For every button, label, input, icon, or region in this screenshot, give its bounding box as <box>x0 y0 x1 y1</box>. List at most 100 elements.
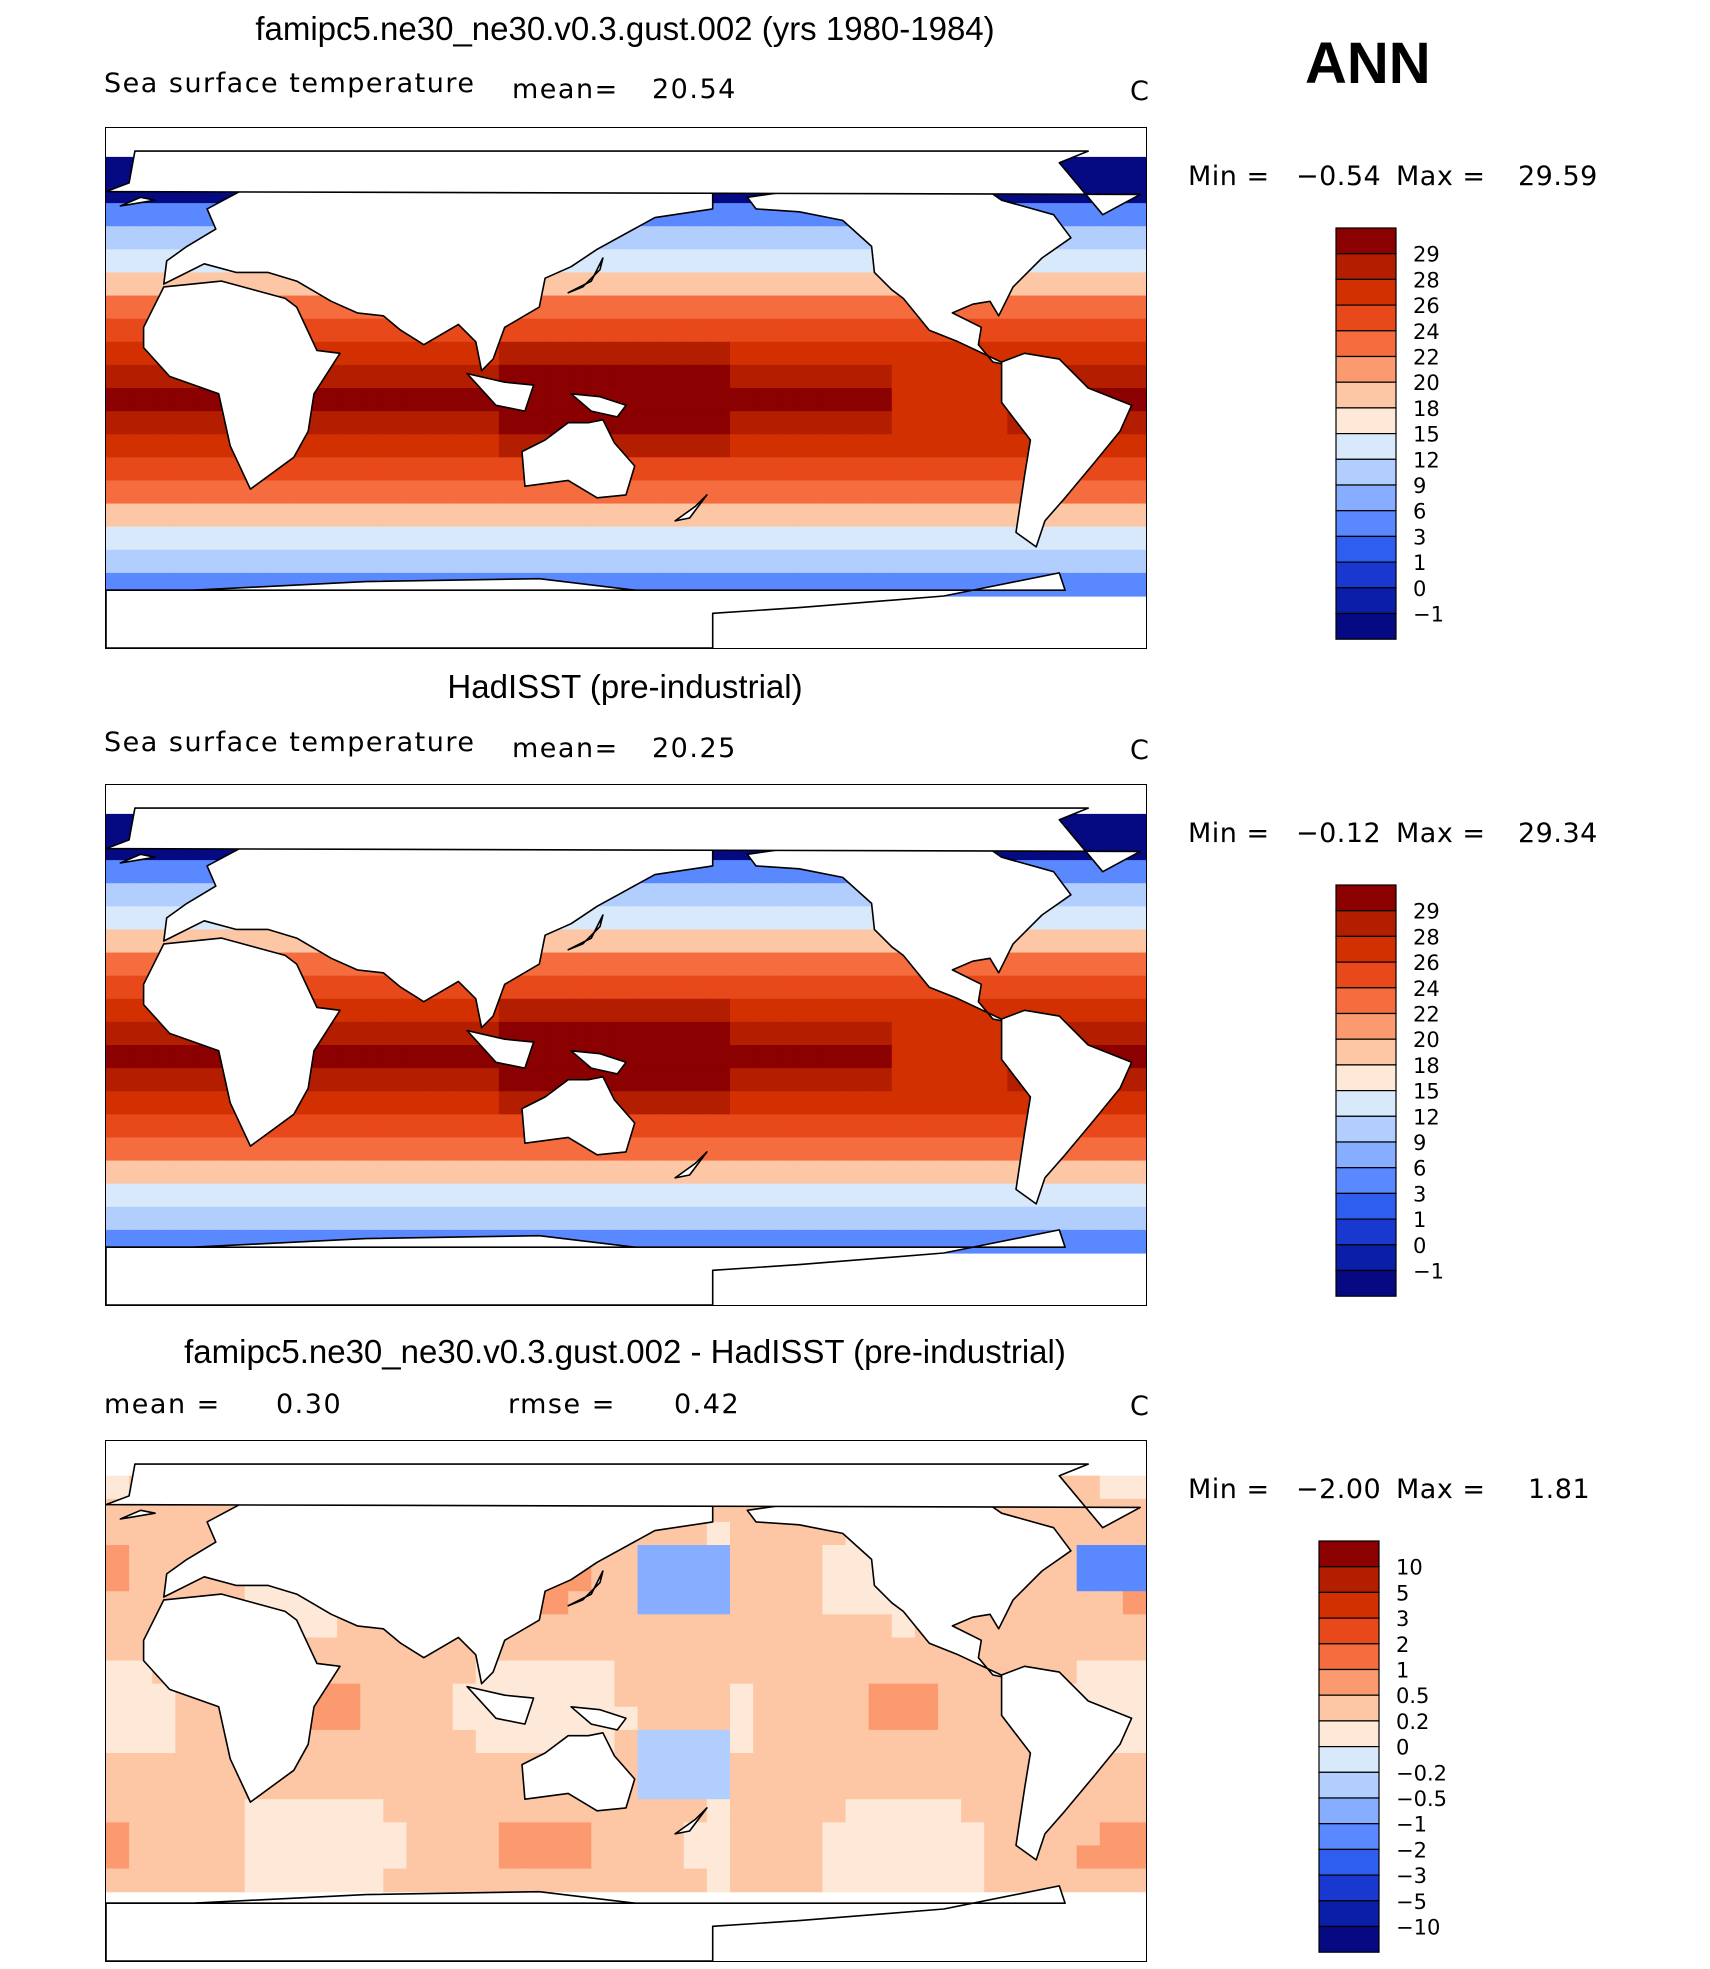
colorbar-tick-label: 12 <box>1413 448 1440 472</box>
colorbar-tick-label: 22 <box>1413 1003 1440 1027</box>
colorbar-swatch <box>1335 987 1397 1015</box>
panel2-units: C <box>1130 735 1151 766</box>
colorbar-tick-label: 28 <box>1413 268 1440 292</box>
colorbar-tick-label: 0 <box>1413 1234 1426 1258</box>
colorbar-tick-label: 28 <box>1413 925 1440 949</box>
colorbar-swatch <box>1335 935 1397 963</box>
colorbar-swatch <box>1318 1848 1380 1876</box>
panel3-mean-label: mean = <box>104 1389 221 1420</box>
colorbar-tick-label: 15 <box>1413 423 1440 447</box>
colorbar-tick-label: 6 <box>1413 1157 1426 1181</box>
colorbar-tick-label: 20 <box>1413 1028 1440 1052</box>
colorbar-tick-label: 2 <box>1396 1633 1409 1657</box>
colorbar-swatch <box>1318 1668 1380 1696</box>
colorbar-swatch <box>1335 535 1397 563</box>
colorbar-swatch <box>1335 961 1397 989</box>
colorbar-swatch <box>1335 227 1397 255</box>
panel2-variable-label: Sea surface temperature <box>104 727 476 758</box>
colorbar-swatch <box>1335 510 1397 538</box>
panel1-mean-label: mean= <box>512 74 619 105</box>
colorbar-swatch <box>1318 1874 1380 1902</box>
colorbar-swatch <box>1335 910 1397 938</box>
panel3-rmse-value: 0.42 <box>674 1389 741 1420</box>
panel3-min-value: −2.00 <box>1296 1474 1382 1505</box>
colorbar-tick-label: −1 <box>1396 1813 1427 1837</box>
panel1-variable-label: Sea surface temperature <box>104 68 476 99</box>
colorbar-swatch <box>1318 1900 1380 1928</box>
colorbar-tick-label: −0.2 <box>1396 1761 1447 1785</box>
colorbar-swatch <box>1335 304 1397 332</box>
colorbar-swatch <box>1318 1566 1380 1594</box>
panel2-mean-value: 20.25 <box>652 733 737 764</box>
colorbar-swatch <box>1335 381 1397 409</box>
colorbar-tick-label: 9 <box>1413 1131 1426 1155</box>
panel3-title: famipc5.ne30_ne30.v0.3.gust.002 - HadISS… <box>184 1333 1066 1370</box>
colorbar-swatch <box>1335 1038 1397 1066</box>
panel1-min-value: −0.54 <box>1296 161 1382 192</box>
panel1-mean-value: 20.54 <box>652 74 737 105</box>
panel3-units: C <box>1130 1391 1151 1422</box>
colorbar-tick-label: 24 <box>1413 320 1440 344</box>
colorbar-tick-label: 29 <box>1413 900 1440 924</box>
panel3-max-value: 1.81 <box>1528 1474 1591 1505</box>
panel1-units: C <box>1130 76 1151 107</box>
colorbar-swatch <box>1318 1746 1380 1773</box>
colorbar-swatch <box>1335 407 1397 435</box>
colorbar-tick-label: −5 <box>1396 1890 1427 1914</box>
colorbar-tick-label: 24 <box>1413 977 1440 1001</box>
colorbar-tick-label: 22 <box>1413 346 1440 370</box>
colorbar-swatch <box>1335 884 1397 912</box>
colorbar-swatch <box>1335 355 1397 383</box>
colorbar-tick-label: −10 <box>1396 1916 1440 1940</box>
colorbar-tick-label: 0.2 <box>1396 1710 1429 1734</box>
colorbar-tick-label: 26 <box>1413 951 1440 975</box>
colorbar-tick-label: 0 <box>1396 1736 1409 1760</box>
colorbar-swatch <box>1335 458 1397 486</box>
colorbar-tick-label: 3 <box>1396 1607 1409 1631</box>
panel2-title: HadISST (pre-industrial) <box>447 668 803 705</box>
season-label: ANN <box>1305 31 1431 96</box>
colorbar-swatch <box>1335 1012 1397 1040</box>
colorbar-tick-label: 9 <box>1413 474 1426 498</box>
panel2-max-value: 29.34 <box>1518 818 1598 849</box>
colorbar-tick-label: −0.5 <box>1396 1787 1447 1811</box>
panel2-min-label: Min = <box>1188 818 1270 849</box>
panel2-max-label: Max = <box>1396 818 1486 849</box>
panel2-min-value: −0.12 <box>1296 818 1382 849</box>
colorbar-tick-label: −1 <box>1413 603 1444 627</box>
colorbar-swatch <box>1318 1591 1380 1619</box>
panel2-colorbar: 29 28 26 24 22 20 18 15 12 9 6 3 1 0 −1 <box>1335 884 1515 1299</box>
colorbar-swatch <box>1335 433 1397 460</box>
colorbar-swatch <box>1335 561 1397 589</box>
colorbar-tick-label: 0.5 <box>1396 1684 1429 1708</box>
colorbar-swatch <box>1318 1617 1380 1645</box>
colorbar-tick-label: 29 <box>1413 243 1440 267</box>
panel3-max-label: Max = <box>1396 1474 1486 1505</box>
colorbar-tick-label: 26 <box>1413 294 1440 318</box>
panel1-min-label: Min = <box>1188 161 1270 192</box>
colorbar-tick-label: 10 <box>1396 1556 1423 1580</box>
colorbar-swatch <box>1335 330 1397 358</box>
panel3-rmse-label: rmse = <box>508 1389 616 1420</box>
colorbar-tick-label: 1 <box>1413 551 1426 575</box>
colorbar-swatch <box>1335 587 1397 615</box>
difference-map <box>105 1440 1147 1962</box>
colorbar-tick-label: 3 <box>1413 1182 1426 1206</box>
panel1-max-value: 29.59 <box>1518 161 1598 192</box>
colorbar-swatch <box>1335 1090 1397 1117</box>
colorbar-swatch <box>1318 1540 1380 1568</box>
colorbar-swatch <box>1318 1694 1380 1722</box>
panel1-colorbar: 29 28 26 24 22 20 18 15 12 9 6 3 1 0 −1 <box>1335 227 1515 642</box>
colorbar-tick-label: −3 <box>1396 1864 1427 1888</box>
colorbar-tick-label: 12 <box>1413 1105 1440 1129</box>
colorbar-tick-label: 1 <box>1396 1659 1409 1683</box>
colorbar-tick-label: 18 <box>1413 397 1440 421</box>
colorbar-swatch <box>1318 1823 1380 1851</box>
colorbar-swatch <box>1318 1720 1380 1748</box>
model-sst-map <box>105 127 1147 649</box>
panel2-mean-label: mean= <box>512 733 619 764</box>
colorbar-tick-label: 15 <box>1413 1080 1440 1104</box>
colorbar-tick-label: 1 <box>1413 1208 1426 1232</box>
colorbar-swatch <box>1318 1643 1380 1671</box>
colorbar-swatch <box>1335 1192 1397 1220</box>
